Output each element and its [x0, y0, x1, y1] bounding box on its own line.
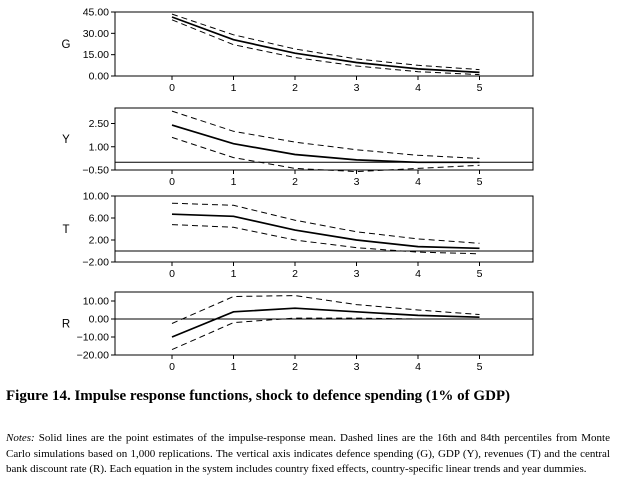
y-axis-label: Y: [62, 134, 70, 146]
x-tick-label: 0: [169, 82, 175, 94]
x-tick-label: 5: [477, 361, 483, 373]
series-mean-line: [171, 307, 480, 338]
x-tick-label: 2: [292, 82, 298, 94]
y-tick-label: 6.00: [89, 213, 110, 225]
y-tick-label: 10.00: [83, 191, 109, 203]
plot-frame: [114, 195, 534, 263]
series-upper-line: [171, 295, 480, 324]
x-tick-label: 4: [415, 361, 421, 373]
x-tick-label: 5: [477, 268, 483, 280]
x-tick-label: 1: [231, 176, 237, 188]
y-tick-label: 2.50: [89, 118, 110, 130]
panel-t: 10.00 6.00 2.00 −2.00 T 0 1 2 3 4 5: [62, 191, 534, 280]
series-lower-line: [171, 317, 480, 351]
series-upper-line: [171, 13, 480, 71]
y-tick-label: −0.50: [82, 165, 109, 177]
x-tick-label: 2: [292, 268, 298, 280]
x-tick-label: 3: [354, 176, 360, 188]
series-lower-line: [171, 224, 480, 255]
panel-y: 2.50 1.00 −0.50 Y 0 1 2 3 4 5: [62, 107, 534, 188]
x-tick-label: 0: [169, 361, 175, 373]
x-tick-label: 4: [415, 268, 421, 280]
x-tick-label: 2: [292, 176, 298, 188]
x-tick-label: 1: [231, 361, 237, 373]
notes-label: Notes:: [6, 432, 35, 444]
y-tick-label: 15.00: [83, 49, 109, 61]
x-tick-label: 0: [169, 268, 175, 280]
panel-g: 45.00 30.00 15.00 0.00 G 0 1 2 3 4 5: [62, 7, 534, 94]
panel-r: 10.00 0.00 −10.00 −20.00 R 0 1 2 3 4 5: [62, 291, 534, 373]
y-axis-label: R: [62, 319, 70, 331]
series-mean-line: [171, 213, 480, 250]
x-tick-label: 1: [231, 268, 237, 280]
x-tick-label: 1: [231, 82, 237, 94]
x-tick-label: 4: [415, 82, 421, 94]
y-tick-label: −10.00: [77, 332, 110, 344]
y-axis-label: T: [62, 224, 69, 236]
y-tick-label: 10.00: [83, 296, 109, 308]
series-lower-line: [171, 19, 480, 76]
plot-frame: [114, 11, 534, 77]
series-lower-line: [171, 136, 480, 173]
notes-text: Solid lines are the point estimates of t…: [6, 432, 610, 475]
y-tick-label: 45.00: [83, 7, 109, 19]
y-tick-label: 1.00: [89, 141, 110, 153]
x-tick-label: 3: [354, 268, 360, 280]
y-tick-label: 30.00: [83, 28, 109, 40]
y-tick-label: −2.00: [82, 257, 109, 269]
x-tick-label: 4: [415, 176, 421, 188]
x-tick-label: 0: [169, 176, 175, 188]
y-tick-label: −20.00: [77, 350, 110, 362]
series-upper-line: [171, 110, 480, 159]
series-mean-line: [171, 124, 480, 164]
y-tick-label: 0.00: [89, 71, 110, 83]
plot-frame: [114, 291, 534, 356]
y-axis-label: G: [62, 39, 71, 51]
figure-notes: Notes: Solid lines are the point estimat…: [6, 431, 610, 478]
series-mean-line: [171, 16, 480, 74]
y-tick-label: 0.00: [89, 314, 110, 326]
x-tick-label: 3: [354, 361, 360, 373]
x-tick-label: 5: [477, 82, 483, 94]
plot-frame: [114, 107, 534, 171]
y-tick-label: 2.00: [89, 235, 110, 247]
series-upper-line: [171, 202, 480, 244]
x-tick-label: 3: [354, 82, 360, 94]
x-tick-label: 2: [292, 361, 298, 373]
x-tick-label: 5: [477, 176, 483, 188]
figure-caption: Figure 14. Impulse response functions, s…: [6, 388, 511, 404]
